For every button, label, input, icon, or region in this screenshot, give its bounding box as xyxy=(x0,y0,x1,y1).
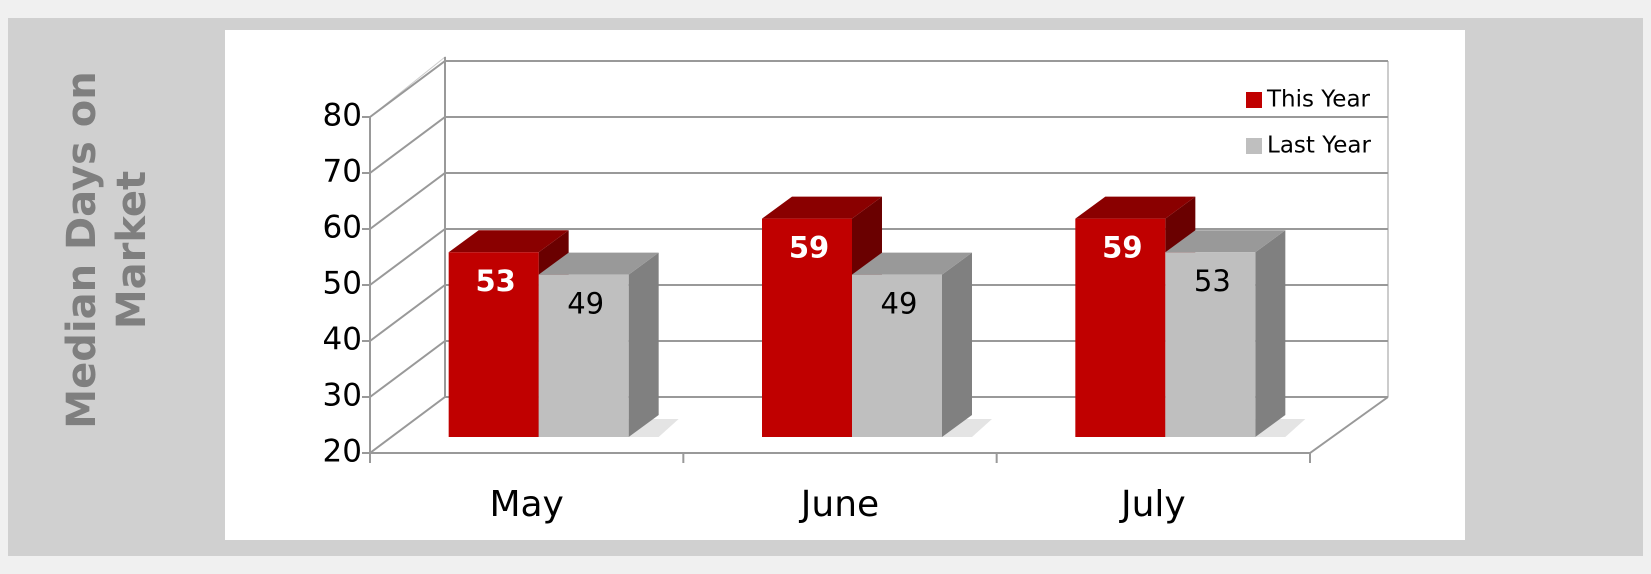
data-label: 53 xyxy=(1194,264,1231,298)
grid-line xyxy=(369,396,1388,454)
data-label: 59 xyxy=(789,231,829,265)
legend-label: Last Year xyxy=(1267,133,1371,159)
y-tick-label: 60 xyxy=(323,210,362,246)
grid-line xyxy=(369,228,1388,286)
bar-top xyxy=(1075,196,1196,219)
bar-front xyxy=(448,252,539,437)
bar-side xyxy=(1255,230,1286,437)
legend-swatch xyxy=(1246,92,1262,108)
y-tick-label: 20 xyxy=(323,434,362,470)
x-tick-label: May xyxy=(489,484,563,525)
bar-front xyxy=(538,274,629,437)
grid-line xyxy=(369,60,1388,118)
bar xyxy=(538,252,659,437)
grid-line xyxy=(369,284,1388,342)
bar xyxy=(1165,230,1286,437)
y-tick-label: 70 xyxy=(323,154,362,190)
bar-top xyxy=(852,252,972,275)
data-label: 49 xyxy=(567,287,604,321)
bar-front xyxy=(1165,252,1256,437)
bar-front xyxy=(762,218,852,437)
y-tick-label: 80 xyxy=(323,98,362,134)
data-label: 53 xyxy=(475,264,515,298)
grid-line xyxy=(369,172,1388,230)
bar-side xyxy=(628,252,659,437)
data-label: 49 xyxy=(881,287,918,321)
bar-front xyxy=(1075,218,1166,437)
legend-swatch xyxy=(1246,138,1262,154)
data-label: 59 xyxy=(1102,231,1142,265)
bar-top xyxy=(1165,230,1286,253)
grid-line xyxy=(369,116,1388,174)
legend-label: This Year xyxy=(1266,87,1371,113)
grid-line xyxy=(369,340,1388,398)
y-tick-label: 40 xyxy=(323,322,362,358)
bar-side xyxy=(942,252,972,437)
x-tick-label: June xyxy=(799,484,879,525)
bar-top xyxy=(762,196,882,219)
bar-top xyxy=(448,230,569,253)
y-tick-label: 30 xyxy=(323,378,362,414)
y-tick-label: 50 xyxy=(323,266,362,302)
bar-top xyxy=(538,252,659,275)
x-tick-label: July xyxy=(1119,484,1186,525)
bar xyxy=(852,252,972,437)
bar-front xyxy=(852,274,942,437)
